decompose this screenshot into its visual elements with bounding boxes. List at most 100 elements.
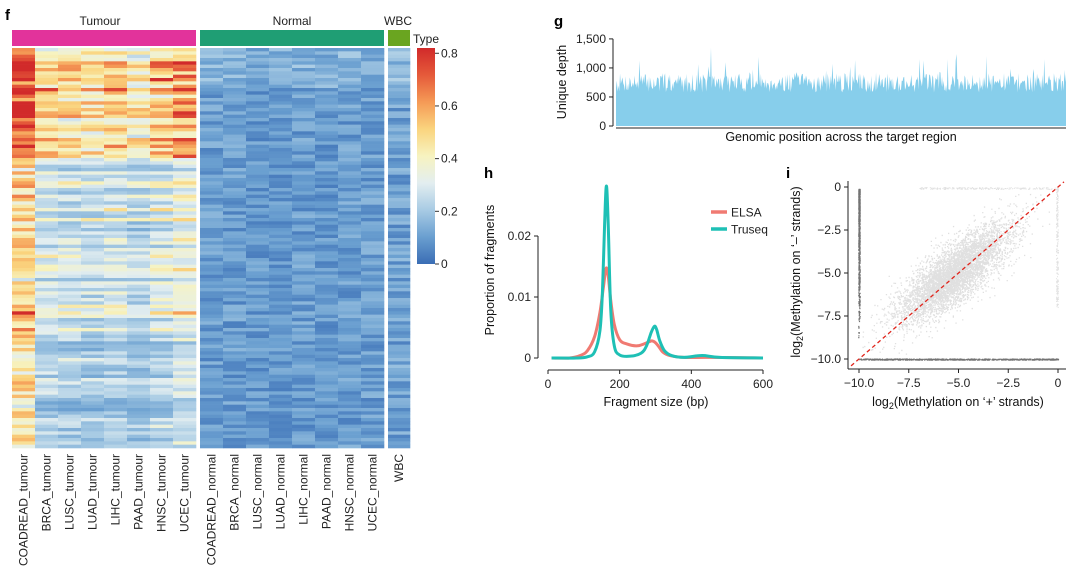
heatmap-cell <box>338 151 362 155</box>
heatmap-cell <box>315 401 339 405</box>
heatmap-cell <box>12 404 36 409</box>
heatmap-cell <box>35 351 59 355</box>
heatmap-cell <box>173 131 197 135</box>
heatmap-cell <box>127 338 151 342</box>
heatmap-cell <box>58 194 82 199</box>
heatmap-cell <box>269 118 293 122</box>
heatmap-cell <box>361 161 385 165</box>
heatmap-cell <box>338 241 362 245</box>
heatmap-cell <box>269 271 293 275</box>
heatmap-cell <box>35 164 59 169</box>
heatmap-cell <box>81 138 105 142</box>
heatmap-cell <box>81 291 105 295</box>
heatmap-cell <box>127 324 151 329</box>
heatmap-cell <box>35 131 59 135</box>
heatmap-cell <box>104 141 128 145</box>
heatmap-cell <box>12 258 36 262</box>
heatmap-cell <box>269 78 293 82</box>
heatmap-cell <box>269 121 293 125</box>
heatmap-cell <box>127 241 151 245</box>
scatter-x-tick-label: −5.0 <box>947 376 971 390</box>
heatmap-cell <box>104 371 128 375</box>
heatmap-cell <box>361 194 385 199</box>
heatmap-cell <box>269 344 293 349</box>
heatmap-cell <box>200 74 224 79</box>
heatmap-cell <box>388 81 411 85</box>
heatmap-cell <box>104 51 128 55</box>
heatmap-cell <box>292 278 316 282</box>
heatmap-cell <box>150 148 174 152</box>
heatmap-cell <box>269 304 293 309</box>
heatmap-cell <box>200 148 224 152</box>
heatmap-cell <box>315 148 339 152</box>
heatmap-cell <box>81 161 105 165</box>
heatmap-cell <box>315 248 339 252</box>
heatmap-cell <box>58 384 82 389</box>
heatmap-cell <box>81 278 105 282</box>
heatmap-cell <box>338 191 362 195</box>
heatmap-cell <box>338 204 362 209</box>
heatmap-cell <box>388 71 411 75</box>
legend-title: Type <box>413 32 439 46</box>
heatmap-cell <box>58 124 82 129</box>
heatmap-cell <box>361 414 385 419</box>
heatmap-cell <box>200 274 224 279</box>
heatmap-cell <box>150 68 174 72</box>
heatmap-cell <box>246 441 270 445</box>
heatmap-cell <box>58 71 82 75</box>
heatmap-cell <box>223 344 247 349</box>
heatmap-cell <box>58 338 82 342</box>
heatmap-cell <box>104 244 128 249</box>
heatmap-cell <box>338 271 362 275</box>
heatmap-cell <box>127 418 151 422</box>
heatmap-cell <box>58 248 82 252</box>
heatmap-cell <box>223 444 247 449</box>
heatmap-cell <box>81 254 105 259</box>
heatmap-cell <box>150 201 174 205</box>
heatmap-cell <box>104 198 128 202</box>
heatmap-cell <box>127 68 151 72</box>
heatmap-cell <box>58 444 82 449</box>
heatmap-cell <box>246 68 270 72</box>
fragment-x-label: Fragment size (bp) <box>604 395 709 409</box>
heatmap-cell <box>58 318 82 322</box>
heatmap-cell <box>388 64 411 69</box>
heatmap-cell <box>58 178 82 182</box>
heatmap-cell <box>173 181 197 185</box>
heatmap-cell <box>81 281 105 285</box>
heatmap-cell <box>127 381 151 385</box>
heatmap-cell <box>269 134 293 139</box>
heatmap-cell <box>200 361 224 365</box>
heatmap-cell <box>338 304 362 309</box>
heatmap-cell <box>104 238 128 242</box>
heatmap-cell <box>388 204 411 209</box>
heatmap-cell <box>388 308 411 312</box>
heatmap-cell <box>12 228 36 232</box>
heatmap-cell <box>104 231 128 235</box>
heatmap-cell <box>104 381 128 385</box>
heatmap-cell <box>58 394 82 399</box>
heatmap-cell <box>269 98 293 102</box>
heatmap-cell <box>338 381 362 385</box>
heatmap-cell <box>58 401 82 405</box>
heatmap-cell <box>104 391 128 395</box>
heatmap-cell <box>223 244 247 249</box>
heatmap-cell <box>81 418 105 422</box>
heatmap-cell <box>269 378 293 382</box>
heatmap-cell <box>269 201 293 205</box>
heatmap-cell <box>388 341 411 345</box>
heatmap-cell <box>223 308 247 312</box>
heatmap-cell <box>361 228 385 232</box>
heatmap-cell <box>388 114 411 119</box>
heatmap-cell <box>58 301 82 305</box>
heatmap-cell <box>246 228 270 232</box>
heatmap-cell <box>269 274 293 279</box>
heatmap-cell <box>338 158 362 162</box>
heatmap-cell <box>58 224 82 229</box>
group-label-wbc: WBC <box>384 14 412 28</box>
heatmap-cell <box>200 434 224 439</box>
heatmap-cell <box>246 51 270 55</box>
heatmap-cell <box>292 51 316 55</box>
heatmap-cell <box>200 391 224 395</box>
heatmap-cell <box>127 414 151 419</box>
